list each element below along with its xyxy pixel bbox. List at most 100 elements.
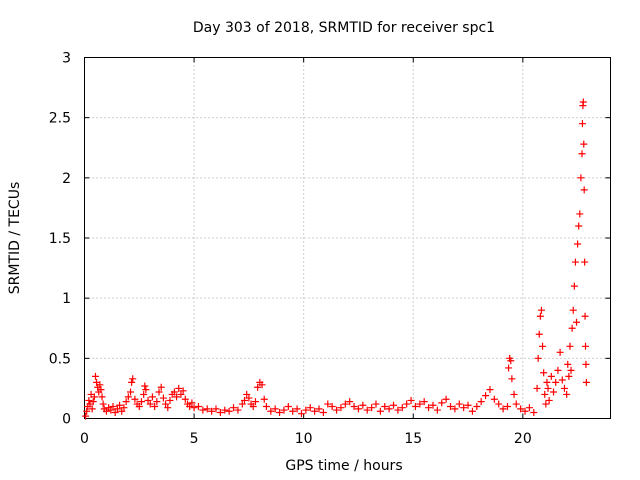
data-point	[582, 378, 590, 386]
data-point	[90, 393, 98, 401]
data-point	[570, 282, 578, 290]
data-point	[508, 375, 516, 383]
data-point	[482, 392, 490, 400]
data-point	[566, 342, 574, 350]
data-point	[407, 396, 415, 404]
data-point	[276, 408, 284, 416]
data-point	[203, 405, 211, 413]
data-point	[576, 210, 584, 218]
data-point	[381, 402, 389, 410]
data-point	[333, 406, 341, 414]
data-point	[177, 390, 185, 398]
data-point	[109, 402, 117, 410]
data-point	[179, 387, 187, 395]
plot-frame	[84, 57, 611, 419]
x-tick-label: 5	[190, 431, 199, 447]
data-point	[127, 388, 135, 396]
data-point	[199, 406, 207, 414]
data-point	[473, 402, 481, 410]
data-point	[324, 400, 332, 408]
data-point	[565, 372, 573, 380]
data-point	[284, 402, 292, 410]
data-point	[251, 398, 259, 406]
data-point	[157, 383, 165, 391]
data-point	[447, 402, 455, 410]
data-point	[442, 395, 450, 403]
data-point	[116, 401, 124, 409]
data-point	[120, 404, 128, 412]
x-tick-label: 10	[295, 431, 313, 447]
data-point	[186, 402, 194, 410]
y-tick-label: 0	[62, 412, 71, 428]
x-tick-labels: 0 5 10 15 20	[80, 431, 532, 447]
data-point	[573, 318, 581, 326]
data-point	[569, 306, 577, 314]
data-point	[512, 400, 520, 408]
data-point	[505, 364, 513, 372]
chart-title: Day 303 of 2018, SRMTID for receiver spc…	[193, 20, 495, 36]
data-point	[194, 402, 202, 410]
data-point	[580, 140, 588, 148]
data-point	[99, 400, 107, 408]
data-point	[564, 360, 572, 368]
data-point	[510, 390, 518, 398]
data-point	[581, 312, 589, 320]
data-point	[249, 402, 257, 410]
data-point	[137, 398, 145, 406]
data-point	[208, 407, 216, 415]
grid	[84, 57, 611, 419]
data-point	[302, 406, 310, 414]
data-point	[346, 398, 354, 406]
data-point	[102, 407, 110, 415]
data-point	[490, 395, 498, 403]
data-point	[499, 405, 507, 413]
data-point	[311, 407, 319, 415]
data-point	[85, 396, 93, 404]
data-point	[425, 404, 433, 412]
data-point	[521, 407, 529, 415]
data-point	[166, 396, 174, 404]
data-point	[260, 395, 268, 403]
data-point	[568, 324, 576, 332]
data-point	[554, 366, 562, 374]
data-point	[271, 405, 279, 413]
data-point	[543, 378, 551, 386]
data-point	[98, 393, 106, 401]
data-point	[544, 384, 552, 392]
data-point	[267, 407, 275, 415]
data-point	[289, 407, 297, 415]
x-tick-label: 0	[80, 431, 89, 447]
data-point	[111, 408, 119, 416]
data-point	[245, 394, 253, 402]
data-point	[258, 381, 266, 389]
data-point	[188, 399, 196, 407]
data-point	[170, 388, 178, 396]
data-point	[181, 395, 189, 403]
data-point	[306, 404, 314, 412]
data-point	[539, 342, 547, 350]
data-point	[575, 222, 583, 230]
data-point	[394, 406, 402, 414]
data-point	[451, 405, 459, 413]
data-point	[148, 393, 156, 401]
data-point	[556, 348, 564, 356]
data-point	[550, 388, 558, 396]
data-point	[107, 406, 115, 414]
data-point	[574, 240, 582, 248]
data-point	[533, 384, 541, 392]
data-point	[243, 390, 251, 398]
data-point	[131, 395, 139, 403]
data-point	[542, 400, 550, 408]
data-point	[164, 404, 172, 412]
data-point	[328, 402, 336, 410]
data-point	[460, 404, 468, 412]
data-point	[535, 330, 543, 338]
data-point	[571, 258, 579, 266]
data-point	[262, 402, 270, 410]
data-point	[128, 378, 136, 386]
y-tick-label: 1.5	[49, 231, 71, 247]
data-point	[464, 401, 472, 409]
x-tick-label: 20	[514, 431, 532, 447]
data-point	[83, 407, 91, 415]
